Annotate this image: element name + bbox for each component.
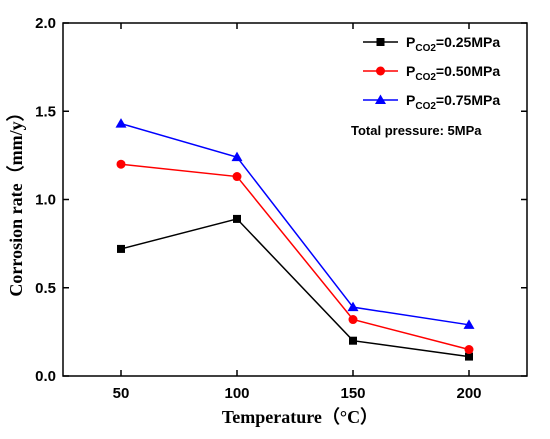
x-axis: 50 100 150 200	[113, 23, 482, 402]
series-line	[120, 122, 470, 326]
data-point	[231, 151, 243, 162]
data-point	[347, 301, 359, 312]
legend-marker	[375, 94, 386, 104]
y-tick-label: 1.0	[35, 192, 56, 209]
x-tick-label: 100	[224, 385, 249, 402]
x-tick-label: 50	[113, 385, 130, 402]
data-point	[348, 315, 358, 325]
series-1	[117, 214, 473, 361]
legend-label: PCO2=0.75MPa	[406, 92, 500, 112]
y-tick-label: 2.0	[35, 15, 56, 32]
data-point	[463, 319, 475, 329]
legend-item-2: PCO2=0.50MPa	[363, 63, 500, 83]
annotation-text: Total pressure: 5MPa	[351, 123, 482, 138]
y-axis: 0.0 0.5 1.0 1.5 2.0	[35, 15, 527, 385]
series-3	[115, 118, 475, 329]
data-point	[464, 345, 474, 355]
legend-marker	[376, 38, 385, 46]
data-point	[117, 244, 125, 253]
x-axis-title: Temperature（°C）	[222, 407, 378, 427]
series-line	[120, 163, 470, 351]
legend-item-1: PCO2=0.25MPa	[363, 34, 500, 54]
y-axis-title: Corrosion rate（mm/y）	[6, 103, 26, 296]
x-tick-label: 200	[456, 385, 481, 402]
y-tick-label: 0.0	[35, 368, 56, 385]
y-tick-label: 1.5	[35, 103, 56, 120]
data-point	[232, 172, 242, 182]
data-point	[465, 352, 473, 361]
data-point	[116, 159, 126, 169]
legend-label: PCO2=0.25MPa	[406, 34, 500, 54]
series-line	[120, 218, 470, 358]
legend-marker	[376, 66, 385, 76]
legend-item-3: PCO2=0.75MPa	[363, 92, 500, 112]
legend: PCO2=0.25MPa PCO2=0.50MPa PCO2=0.75MPa	[363, 34, 500, 112]
x-tick-label: 150	[340, 385, 365, 402]
y-tick-label: 0.5	[35, 280, 56, 297]
data-point	[349, 336, 357, 345]
data-point	[115, 118, 127, 128]
series-layer	[115, 118, 475, 361]
legend-label: PCO2=0.50MPa	[406, 63, 500, 83]
data-point	[233, 214, 241, 223]
series-2	[116, 159, 474, 355]
